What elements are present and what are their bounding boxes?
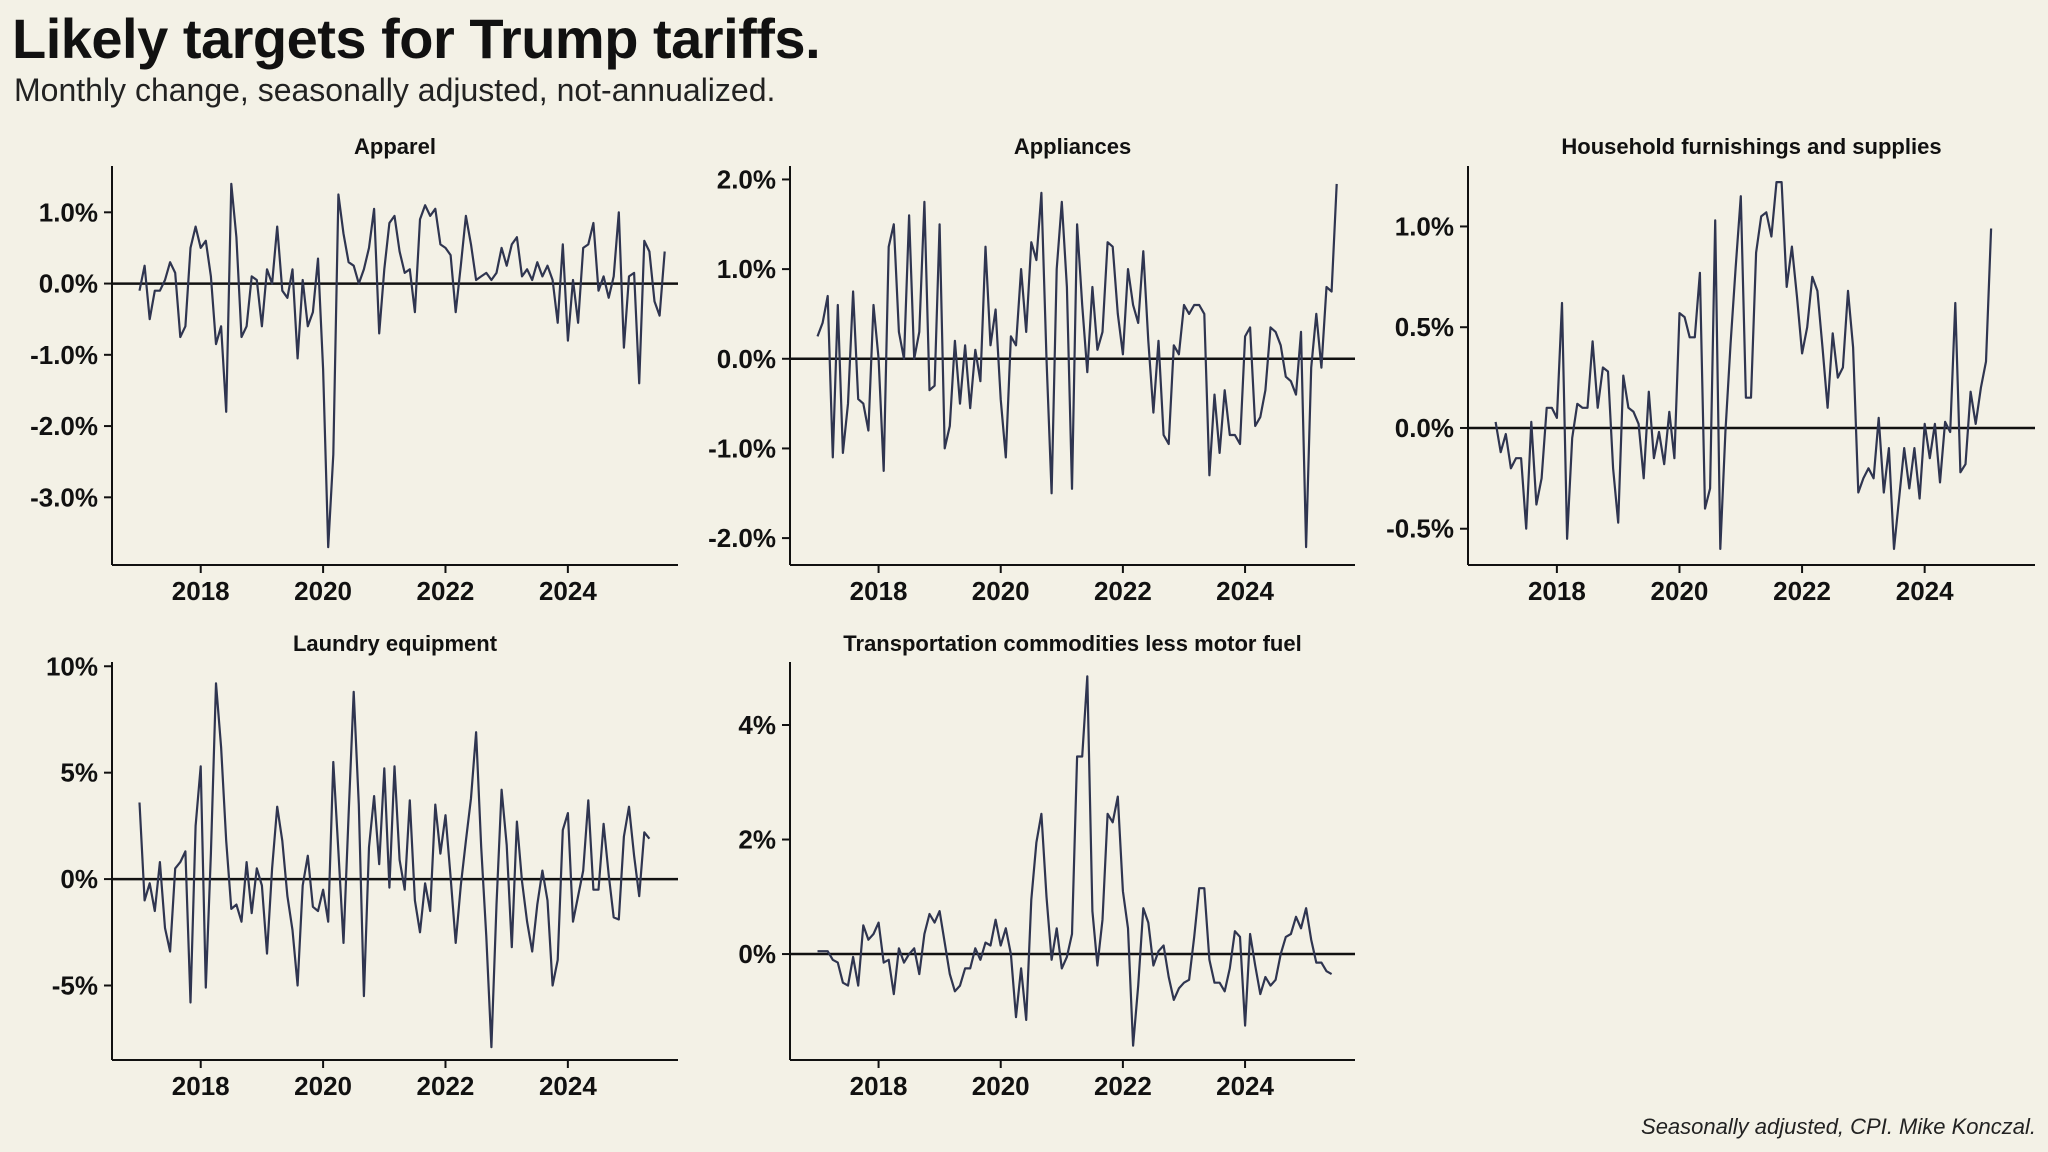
panel-3-y-tick-label: 1.0% <box>1395 211 1454 241</box>
panel-2-x-tick-label: 2018 <box>850 576 908 606</box>
panel-5-title: Transportation commodities less motor fu… <box>843 631 1301 656</box>
panel-3-x-tick-label: 2022 <box>1773 576 1831 606</box>
chart-subtitle: Monthly change, seasonally adjusted, not… <box>14 72 776 108</box>
panel-3-y-tick-label: -0.5% <box>1386 514 1454 544</box>
panel-3-x-tick-label: 2018 <box>1528 576 1586 606</box>
panel-1-x-tick-label: 2024 <box>539 576 597 606</box>
panel-4-y-tick-label: 0% <box>60 864 98 894</box>
panel-5-x-tick-label: 2022 <box>1094 1071 1152 1101</box>
panel-5-x-tick-label: 2020 <box>972 1071 1030 1101</box>
panel-2-x-tick-label: 2024 <box>1216 576 1274 606</box>
panel-5-x-tick-label: 2024 <box>1216 1071 1274 1101</box>
panel-4-x-tick-label: 2024 <box>539 1071 597 1101</box>
panel-4-x-tick-label: 2018 <box>172 1071 230 1101</box>
panel-1-y-tick-label: -3.0% <box>30 482 98 512</box>
panel-3-y-tick-label: 0.0% <box>1395 413 1454 443</box>
panel-4-y-tick-label: 10% <box>46 651 98 681</box>
panel-4-title: Laundry equipment <box>293 631 498 656</box>
panel-1-x-tick-label: 2020 <box>294 576 352 606</box>
panel-1-title: Apparel <box>354 134 436 159</box>
panel-2-y-tick-label: -2.0% <box>708 523 776 553</box>
panel-3-x-tick-label: 2024 <box>1896 576 1954 606</box>
panel-3-y-tick-label: 0.5% <box>1395 312 1454 342</box>
panel-4-y-tick-label: -5% <box>52 971 98 1001</box>
panel-1-series-line <box>138 182 666 549</box>
panel-3-title: Household furnishings and supplies <box>1561 134 1941 159</box>
panel-2-y-tick-label: 2.0% <box>717 164 776 194</box>
panel-3-series-line <box>1494 181 1993 551</box>
panel-1-y-tick-label: -1.0% <box>30 340 98 370</box>
panel-5-y-tick-label: 4% <box>738 710 776 740</box>
panel-1-x-tick-label: 2022 <box>417 576 475 606</box>
source-note: Seasonally adjusted, CPI. Mike Konczal. <box>1641 1114 2036 1139</box>
panel-2-y-tick-label: -1.0% <box>708 433 776 463</box>
panel-2-y-tick-label: 0.0% <box>717 344 776 374</box>
panel-2-title: Appliances <box>1014 134 1131 159</box>
panel-5-x-tick-label: 2018 <box>850 1071 908 1101</box>
panel-4-y-tick-label: 5% <box>60 758 98 788</box>
panel-2-series-line <box>816 183 1338 549</box>
panel-2-x-tick-label: 2022 <box>1094 576 1152 606</box>
panel-4-x-tick-label: 2020 <box>294 1071 352 1101</box>
panel-1-y-tick-label: 1.0% <box>39 197 98 227</box>
panel-1-y-tick-label: -2.0% <box>30 411 98 441</box>
panel-1-x-tick-label: 2018 <box>172 576 230 606</box>
panel-5-y-tick-label: 0% <box>738 939 776 969</box>
panel-5-series-line <box>817 675 1333 1047</box>
panel-3-x-tick-label: 2020 <box>1651 576 1709 606</box>
panel-5-y-tick-label: 2% <box>738 825 776 855</box>
panel-4-x-tick-label: 2022 <box>417 1071 475 1101</box>
panel-1-y-tick-label: 0.0% <box>39 269 98 299</box>
chart-title: Likely targets for Trump tariffs. <box>12 7 821 70</box>
panel-4-series-line <box>138 682 651 1049</box>
panel-2-x-tick-label: 2020 <box>972 576 1030 606</box>
panel-2-y-tick-label: 1.0% <box>717 254 776 284</box>
